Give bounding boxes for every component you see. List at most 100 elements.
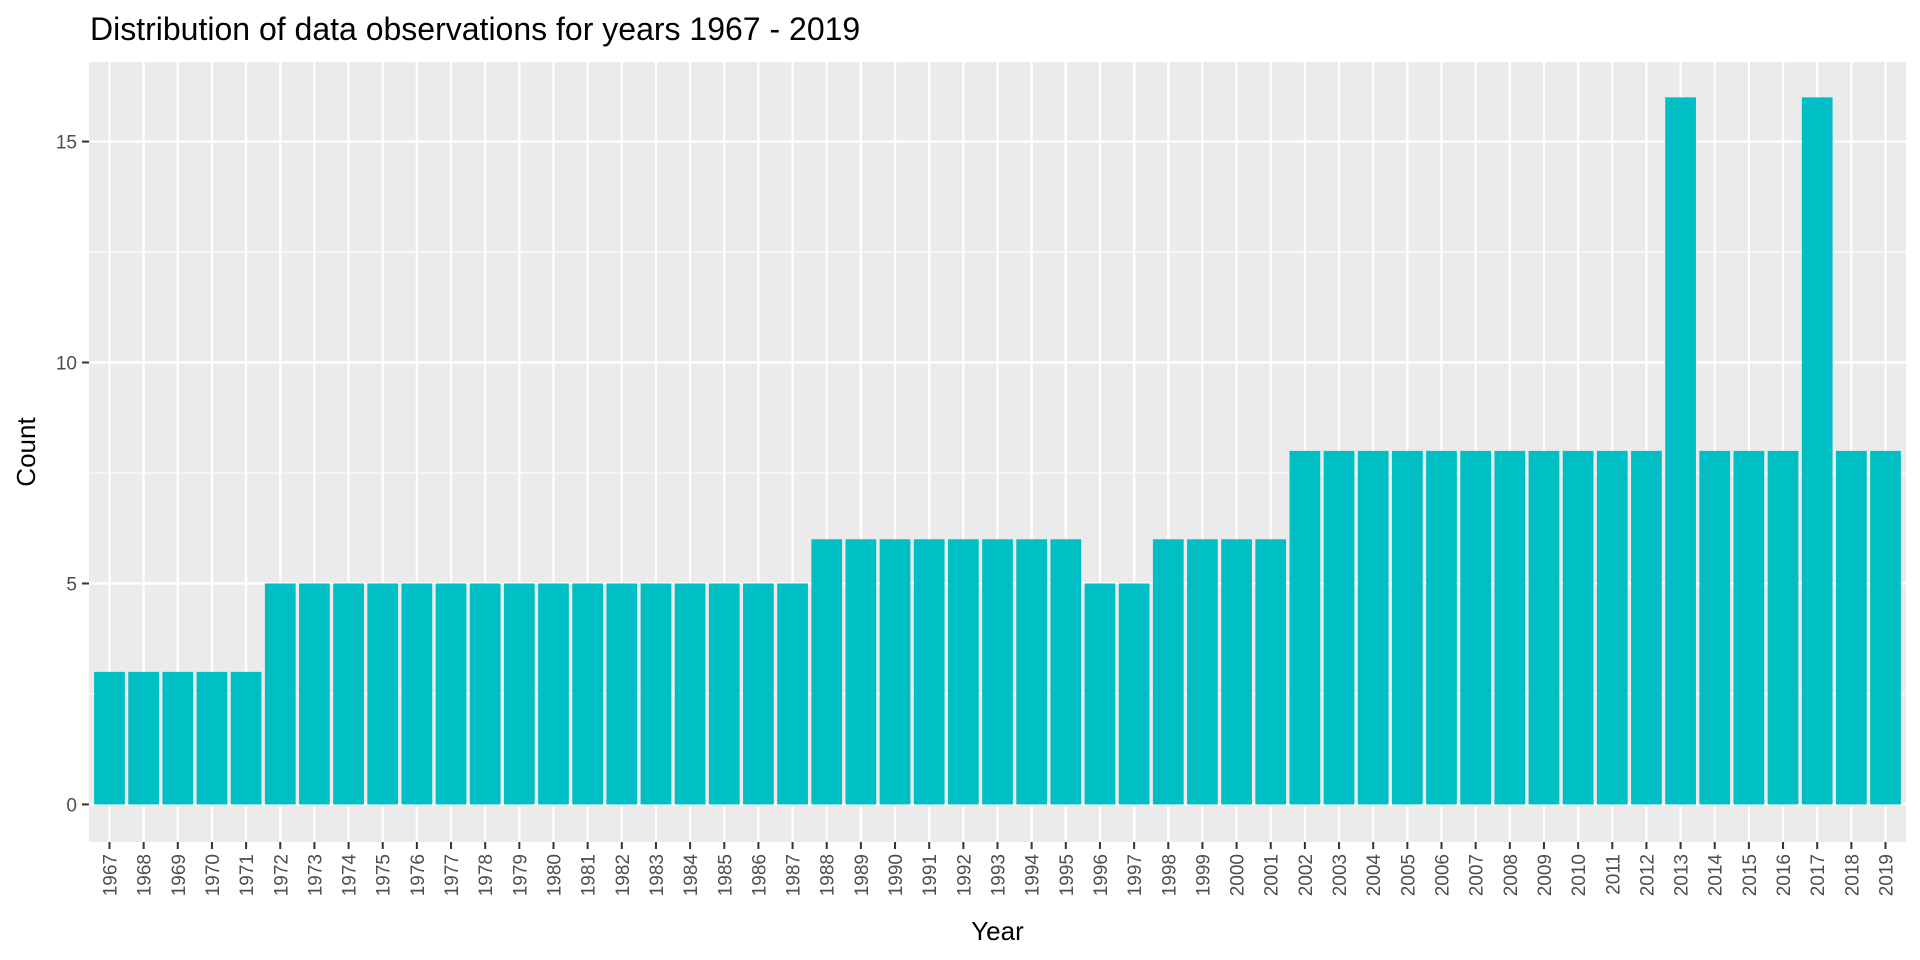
x-tick-label: 1983 bbox=[647, 854, 668, 896]
y-axis-title: Count bbox=[11, 417, 41, 487]
x-tick-label: 2002 bbox=[1296, 854, 1317, 896]
bar-1983 bbox=[640, 583, 672, 805]
bar-1987 bbox=[777, 583, 808, 805]
x-tick-label: 2005 bbox=[1398, 854, 1419, 896]
bar-1998 bbox=[1152, 539, 1184, 805]
x-tick-label: 1975 bbox=[374, 854, 395, 896]
x-tick-label: 1997 bbox=[1125, 854, 1146, 896]
x-tick-label: 1967 bbox=[100, 854, 121, 896]
x-tick-label: 2009 bbox=[1535, 854, 1556, 896]
x-tick-label: 2011 bbox=[1603, 854, 1624, 895]
bar-2012 bbox=[1631, 450, 1662, 805]
x-tick-label: 1985 bbox=[715, 854, 736, 896]
bar-1988 bbox=[811, 539, 843, 805]
x-tick-label: 1987 bbox=[784, 854, 805, 896]
x-tick-label: 1970 bbox=[203, 854, 224, 896]
y-axis: 0 5 10 15 bbox=[56, 133, 89, 816]
x-tick-label: 1992 bbox=[954, 854, 975, 896]
bar-1984 bbox=[674, 583, 706, 805]
x-tick-label: 1998 bbox=[1159, 854, 1180, 896]
bar-2006 bbox=[1426, 450, 1457, 805]
bar-2008 bbox=[1494, 450, 1526, 805]
x-tick-label: 2015 bbox=[1740, 854, 1761, 896]
x-axis: 1967 1968 1969 1970 1971 1972 1973 1974 1975 1976… bbox=[100, 842, 1898, 897]
x-tick-label: 1989 bbox=[852, 854, 873, 896]
x-tick-label: 1978 bbox=[476, 854, 497, 896]
bar-1974 bbox=[333, 583, 364, 805]
x-tick-label: 1984 bbox=[681, 854, 702, 897]
bar-1973 bbox=[299, 583, 330, 805]
x-tick-label: 1995 bbox=[1057, 854, 1078, 896]
x-tick-label: 1979 bbox=[510, 854, 531, 896]
x-tick-label: 1991 bbox=[920, 854, 941, 896]
x-tick-label: 2003 bbox=[1330, 854, 1351, 896]
x-tick-label: 1976 bbox=[408, 854, 429, 896]
bar-1990 bbox=[879, 539, 911, 805]
bar-2010 bbox=[1562, 450, 1594, 805]
x-tick-label: 2016 bbox=[1774, 854, 1795, 896]
bar-2013 bbox=[1665, 97, 1696, 805]
x-tick-label: 1980 bbox=[544, 854, 565, 896]
bar-1993 bbox=[982, 539, 1013, 805]
x-tick-label: 2017 bbox=[1808, 854, 1829, 896]
bar-2009 bbox=[1528, 450, 1560, 805]
bar-1982 bbox=[606, 583, 638, 805]
bar-2001 bbox=[1255, 539, 1287, 805]
x-tick-label: 1974 bbox=[340, 854, 361, 897]
bar-2011 bbox=[1596, 450, 1628, 805]
x-tick-label: 1977 bbox=[442, 854, 463, 896]
x-tick-label: 1994 bbox=[1023, 854, 1044, 897]
x-tick-label: 1993 bbox=[989, 854, 1010, 896]
x-tick-label: 2008 bbox=[1501, 854, 1522, 896]
x-tick-label: 2013 bbox=[1672, 854, 1693, 896]
bar-2019 bbox=[1870, 450, 1901, 805]
x-tick-label: 1973 bbox=[305, 854, 326, 896]
chart-title: Distribution of data observations for ye… bbox=[90, 11, 860, 47]
bar-2016 bbox=[1767, 450, 1799, 805]
bar-1996 bbox=[1084, 583, 1116, 805]
x-tick-label: 1986 bbox=[749, 854, 770, 896]
x-tick-label: 1981 bbox=[579, 854, 600, 896]
bar-1970 bbox=[196, 671, 228, 805]
x-tick-label: 1969 bbox=[169, 854, 190, 896]
bar-1997 bbox=[1118, 583, 1150, 805]
x-tick-label: 2019 bbox=[1877, 854, 1898, 896]
bar-1995 bbox=[1050, 539, 1082, 805]
bar-2015 bbox=[1733, 450, 1765, 805]
x-tick-label: 2014 bbox=[1706, 854, 1727, 897]
bar-1967 bbox=[94, 671, 125, 805]
x-tick-label: 1990 bbox=[886, 854, 907, 896]
bars bbox=[94, 97, 1901, 805]
bar-1977 bbox=[435, 583, 467, 805]
bar-1991 bbox=[913, 539, 945, 805]
bar-2000 bbox=[1221, 539, 1252, 805]
x-tick-label: 1971 bbox=[237, 854, 258, 896]
y-tick-label: 0 bbox=[66, 795, 77, 816]
x-tick-label: 1996 bbox=[1091, 854, 1112, 896]
bar-1976 bbox=[401, 583, 433, 805]
x-tick-label: 2006 bbox=[1433, 854, 1454, 896]
x-tick-label: 2007 bbox=[1467, 854, 1488, 896]
bar-1992 bbox=[947, 539, 979, 805]
y-tick-label: 10 bbox=[56, 354, 77, 375]
bar-1975 bbox=[367, 583, 399, 805]
y-tick-label: 5 bbox=[66, 574, 77, 595]
bar-2003 bbox=[1323, 450, 1355, 805]
x-tick-label: 1972 bbox=[271, 854, 292, 896]
bar-2014 bbox=[1699, 450, 1731, 805]
bar-1971 bbox=[230, 671, 262, 805]
x-tick-label: 2000 bbox=[1228, 854, 1249, 896]
bar-1978 bbox=[469, 583, 501, 805]
bar-1999 bbox=[1187, 539, 1218, 805]
bar-2005 bbox=[1391, 450, 1423, 805]
bar-1986 bbox=[743, 583, 774, 805]
bar-1981 bbox=[572, 583, 604, 805]
x-tick-label: 1999 bbox=[1193, 854, 1214, 896]
x-tick-label: 2018 bbox=[1842, 854, 1863, 896]
bar-2017 bbox=[1801, 97, 1833, 805]
x-tick-label: 1968 bbox=[135, 854, 156, 896]
bar-2002 bbox=[1289, 450, 1321, 805]
x-tick-label: 2012 bbox=[1637, 854, 1658, 896]
bar-1969 bbox=[162, 671, 194, 805]
bar-1968 bbox=[128, 671, 160, 805]
